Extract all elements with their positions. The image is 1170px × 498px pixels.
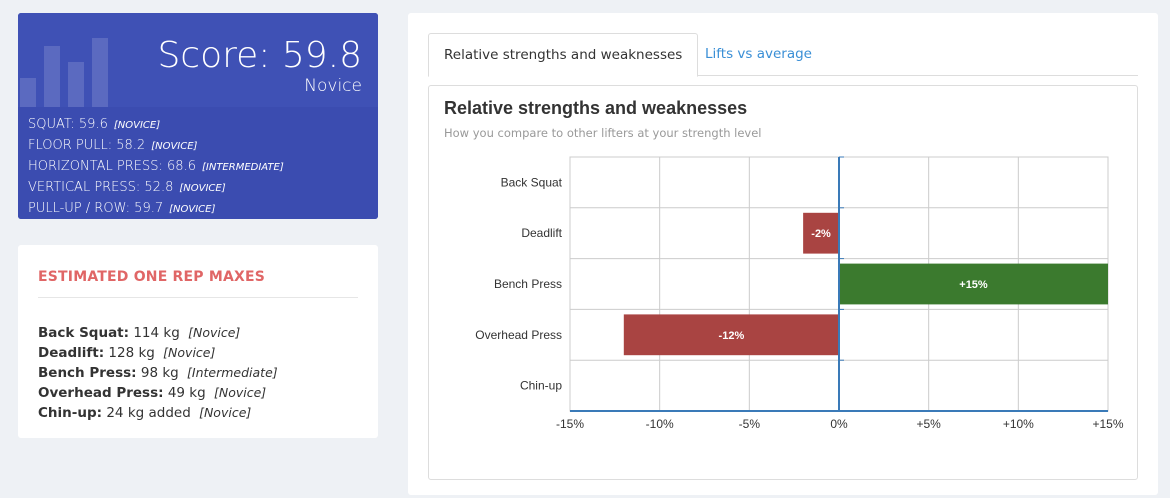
category-level: [NOVICE]	[169, 204, 216, 215]
category-score: HORIZONTAL PRESS: 68.6 [INTERMEDIATE]	[28, 157, 368, 178]
x-tick-label: +15%	[1092, 417, 1123, 431]
category-level: [NOVICE]	[151, 141, 198, 152]
lift-value: 114 kg	[133, 325, 180, 341]
lift-name: Chin-up:	[38, 405, 103, 421]
category-score: SQUAT: 59.6 [NOVICE]	[28, 115, 368, 136]
y-tick-label: Back Squat	[501, 175, 563, 189]
lift-name: Deadlift:	[38, 345, 105, 361]
main-panel: Relative strengths and weaknesses Lifts …	[408, 13, 1158, 495]
x-tick-label: 0%	[830, 417, 848, 431]
y-tick-label: Deadlift	[521, 226, 562, 240]
lift-value: 49 kg	[167, 385, 206, 401]
data-label: +15%	[959, 279, 988, 291]
category-name: VERTICAL PRESS: 52.8	[28, 180, 174, 195]
x-tick-label: +10%	[1003, 417, 1034, 431]
chart-panel: Relative strengths and weaknesses How yo…	[428, 85, 1138, 480]
category-level: [INTERMEDIATE]	[201, 162, 284, 173]
y-tick-label: Overhead Press	[475, 328, 562, 342]
lift-level: [Novice]	[213, 385, 267, 400]
category-score: PULL-UP / ROW: 59.7 [NOVICE]	[28, 199, 368, 219]
tab-bar: Relative strengths and weaknesses Lifts …	[428, 33, 1138, 77]
category-name: HORIZONTAL PRESS: 68.6	[28, 159, 196, 174]
bar	[623, 314, 839, 356]
lift-value: 24 kg added	[106, 405, 191, 421]
x-tick-label: -5%	[739, 417, 761, 431]
category-level: [NOVICE]	[179, 183, 226, 194]
score-card: Score: 59.8 Novice SQUAT: 59.6 [NOVICE] FL…	[18, 13, 378, 219]
lift-name: Bench Press:	[38, 365, 137, 381]
x-tick-label: -10%	[646, 417, 674, 431]
lift-name: Overhead Press:	[38, 385, 164, 401]
category-name: SQUAT: 59.6	[28, 117, 108, 132]
one-rep-max-item: Overhead Press: 49 kg [Novice]	[38, 383, 278, 403]
lift-level: [Novice]	[188, 325, 241, 340]
category-score: VERTICAL PRESS: 52.8 [NOVICE]	[28, 178, 368, 199]
x-tick-label: +5%	[916, 417, 941, 431]
card-title: ESTIMATED ONE REP MAXES	[38, 269, 266, 285]
lift-level: [Novice]	[163, 345, 216, 360]
lift-value: 128 kg	[108, 345, 155, 361]
tab-relative-strengths[interactable]: Relative strengths and weaknesses	[428, 33, 699, 77]
overall-level: Novice	[304, 76, 362, 96]
tab-lifts-vs-average[interactable]: Lifts vs average	[705, 46, 812, 62]
bar	[803, 212, 839, 254]
bar-chart: -15% -10% -5% 0% +5% +10% +15% Back Squat Deadli…	[475, 156, 1124, 431]
lift-level: [Novice]	[199, 405, 252, 420]
category-name: FLOOR PULL: 58.2	[28, 138, 146, 153]
one-rep-max-item: Chin-up: 24 kg added [Novice]	[38, 403, 278, 423]
bar	[839, 263, 1108, 305]
data-label: -2%	[811, 228, 831, 240]
y-tick-label: Chin-up	[520, 379, 562, 393]
y-tick-label: Bench Press	[494, 277, 562, 291]
lift-name: Back Squat:	[38, 325, 130, 341]
one-rep-max-item: Bench Press: 98 kg [Intermediate]	[38, 363, 278, 383]
chart-title: Relative strengths and weaknesses	[444, 98, 748, 118]
one-rep-max-card: ESTIMATED ONE REP MAXES Back Squat: 114 …	[18, 245, 378, 438]
category-score: FLOOR PULL: 58.2 [NOVICE]	[28, 136, 368, 157]
one-rep-max-item: Back Squat: 114 kg [Novice]	[38, 323, 278, 343]
lift-level: [Intermediate]	[187, 365, 278, 380]
category-name: PULL-UP / ROW: 59.7	[28, 201, 164, 216]
x-tick-label: -15%	[556, 417, 584, 431]
overall-score: Score: 59.8	[157, 35, 362, 76]
one-rep-max-item: Deadlift: 128 kg [Novice]	[38, 343, 278, 363]
chart-subtitle: How you compare to other lifters at your…	[444, 126, 762, 140]
divider	[38, 297, 358, 298]
category-level: [NOVICE]	[113, 120, 161, 131]
data-label: -12%	[719, 330, 745, 342]
lift-value: 98 kg	[140, 365, 179, 381]
